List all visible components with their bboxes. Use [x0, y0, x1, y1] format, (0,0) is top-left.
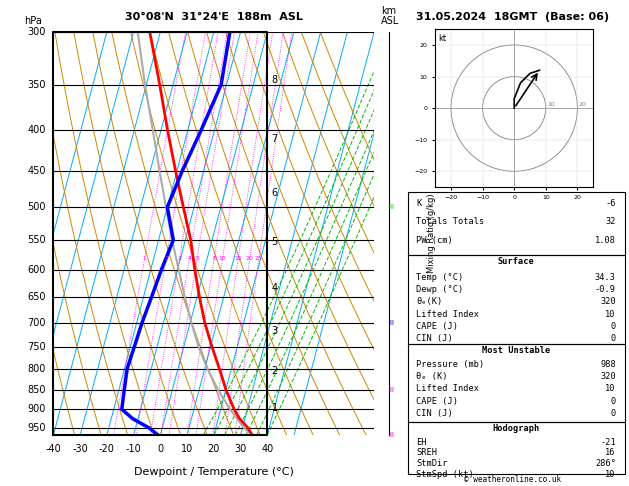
Text: 2: 2 [272, 366, 278, 376]
Text: 0: 0 [611, 334, 616, 343]
Text: 1: 1 [143, 256, 147, 260]
Text: StmSpd (kt): StmSpd (kt) [416, 470, 474, 479]
Text: 400: 400 [28, 125, 46, 136]
Text: Lifted Index: Lifted Index [416, 310, 479, 318]
Text: CIN (J): CIN (J) [416, 409, 453, 418]
Text: 286°: 286° [595, 459, 616, 468]
Text: 8: 8 [212, 256, 216, 260]
Text: 3: 3 [177, 256, 182, 260]
Text: 1.08: 1.08 [595, 236, 616, 244]
Text: kt: kt [438, 34, 447, 43]
Legend: Temperature, Dewpoint, Parcel Trajectory, Dry Adiabat, Wet Adiabat, Isotherm, Mi: Temperature, Dewpoint, Parcel Trajectory… [448, 35, 531, 111]
Text: CIN (J): CIN (J) [416, 334, 453, 343]
Text: 0: 0 [157, 444, 164, 454]
Text: 16: 16 [606, 449, 616, 457]
Text: 31.05.2024  18GMT  (Base: 06): 31.05.2024 18GMT (Base: 06) [416, 12, 610, 22]
Text: 10: 10 [606, 384, 616, 394]
Text: 650: 650 [28, 293, 46, 302]
Text: 20: 20 [579, 102, 587, 106]
Text: -20: -20 [99, 444, 115, 454]
Text: 0: 0 [611, 409, 616, 418]
Text: EH: EH [416, 438, 426, 447]
Text: 7: 7 [272, 134, 278, 144]
Text: lll: lll [389, 320, 395, 326]
Text: 0: 0 [611, 397, 616, 406]
Text: 750: 750 [27, 342, 46, 351]
Text: lll: lll [389, 386, 395, 393]
Text: 800: 800 [28, 364, 46, 374]
Text: 8: 8 [272, 75, 278, 85]
Text: Totals Totals: Totals Totals [416, 217, 484, 226]
Text: Mixing Ratio (g/kg): Mixing Ratio (g/kg) [428, 193, 437, 273]
Text: 6: 6 [272, 188, 278, 198]
Text: 4: 4 [187, 256, 191, 260]
Text: hPa: hPa [25, 16, 42, 26]
Text: Temp (°C): Temp (°C) [416, 273, 464, 282]
Text: 2: 2 [164, 256, 168, 260]
Text: Hodograph: Hodograph [493, 424, 540, 433]
Text: CAPE (J): CAPE (J) [416, 397, 459, 406]
Text: 550: 550 [27, 235, 46, 245]
Text: 10: 10 [606, 470, 616, 479]
Text: SREH: SREH [416, 449, 437, 457]
Text: 32: 32 [606, 217, 616, 226]
Text: 988: 988 [600, 360, 616, 369]
Text: 20: 20 [246, 256, 253, 260]
Text: 20: 20 [208, 444, 220, 454]
Text: CAPE (J): CAPE (J) [416, 322, 459, 330]
Text: 3: 3 [272, 326, 278, 336]
Text: -6: -6 [606, 199, 616, 208]
Text: PW (cm): PW (cm) [416, 236, 453, 244]
Text: -40: -40 [45, 444, 62, 454]
Text: 320: 320 [600, 372, 616, 381]
Text: 900: 900 [28, 404, 46, 414]
Text: 4: 4 [272, 283, 278, 293]
Text: 25: 25 [255, 256, 263, 260]
Text: 500: 500 [28, 202, 46, 212]
Text: Lifted Index: Lifted Index [416, 384, 479, 394]
Text: 700: 700 [28, 318, 46, 328]
Text: StmDir: StmDir [416, 459, 448, 468]
Text: 30: 30 [235, 444, 247, 454]
Text: lll: lll [389, 204, 395, 210]
Text: Most Unstable: Most Unstable [482, 346, 550, 355]
Text: 30°08'N  31°24'E  188m  ASL: 30°08'N 31°24'E 188m ASL [125, 12, 303, 22]
Text: -10: -10 [126, 444, 142, 454]
Text: Dewp (°C): Dewp (°C) [416, 285, 464, 294]
Text: -0.9: -0.9 [595, 285, 616, 294]
Text: 10: 10 [219, 256, 226, 260]
Text: Surface: Surface [498, 258, 535, 266]
Text: 10: 10 [181, 444, 193, 454]
Text: 600: 600 [28, 265, 46, 275]
Text: 34.3: 34.3 [595, 273, 616, 282]
Text: θₑ(K): θₑ(K) [416, 297, 443, 306]
Text: K: K [416, 199, 421, 208]
Text: 10: 10 [606, 310, 616, 318]
Text: -30: -30 [72, 444, 88, 454]
Text: 300: 300 [28, 27, 46, 36]
Text: 10: 10 [547, 102, 555, 106]
Text: 5: 5 [272, 238, 278, 247]
Text: Pressure (mb): Pressure (mb) [416, 360, 484, 369]
Text: 1: 1 [272, 403, 278, 413]
Text: θₑ (K): θₑ (K) [416, 372, 448, 381]
Text: lll: lll [389, 432, 395, 438]
Text: 350: 350 [28, 80, 46, 89]
Text: 950: 950 [28, 423, 46, 433]
Text: 450: 450 [28, 166, 46, 176]
Text: -21: -21 [600, 438, 616, 447]
Text: 320: 320 [600, 297, 616, 306]
Text: © weatheronline.co.uk: © weatheronline.co.uk [464, 474, 561, 484]
Text: 5: 5 [195, 256, 199, 260]
Text: Dewpoint / Temperature (°C): Dewpoint / Temperature (°C) [134, 467, 294, 477]
Text: 0: 0 [611, 322, 616, 330]
Text: km
ASL: km ASL [381, 5, 399, 26]
Text: 40: 40 [261, 444, 274, 454]
Text: 15: 15 [235, 256, 242, 260]
Text: 850: 850 [28, 384, 46, 395]
